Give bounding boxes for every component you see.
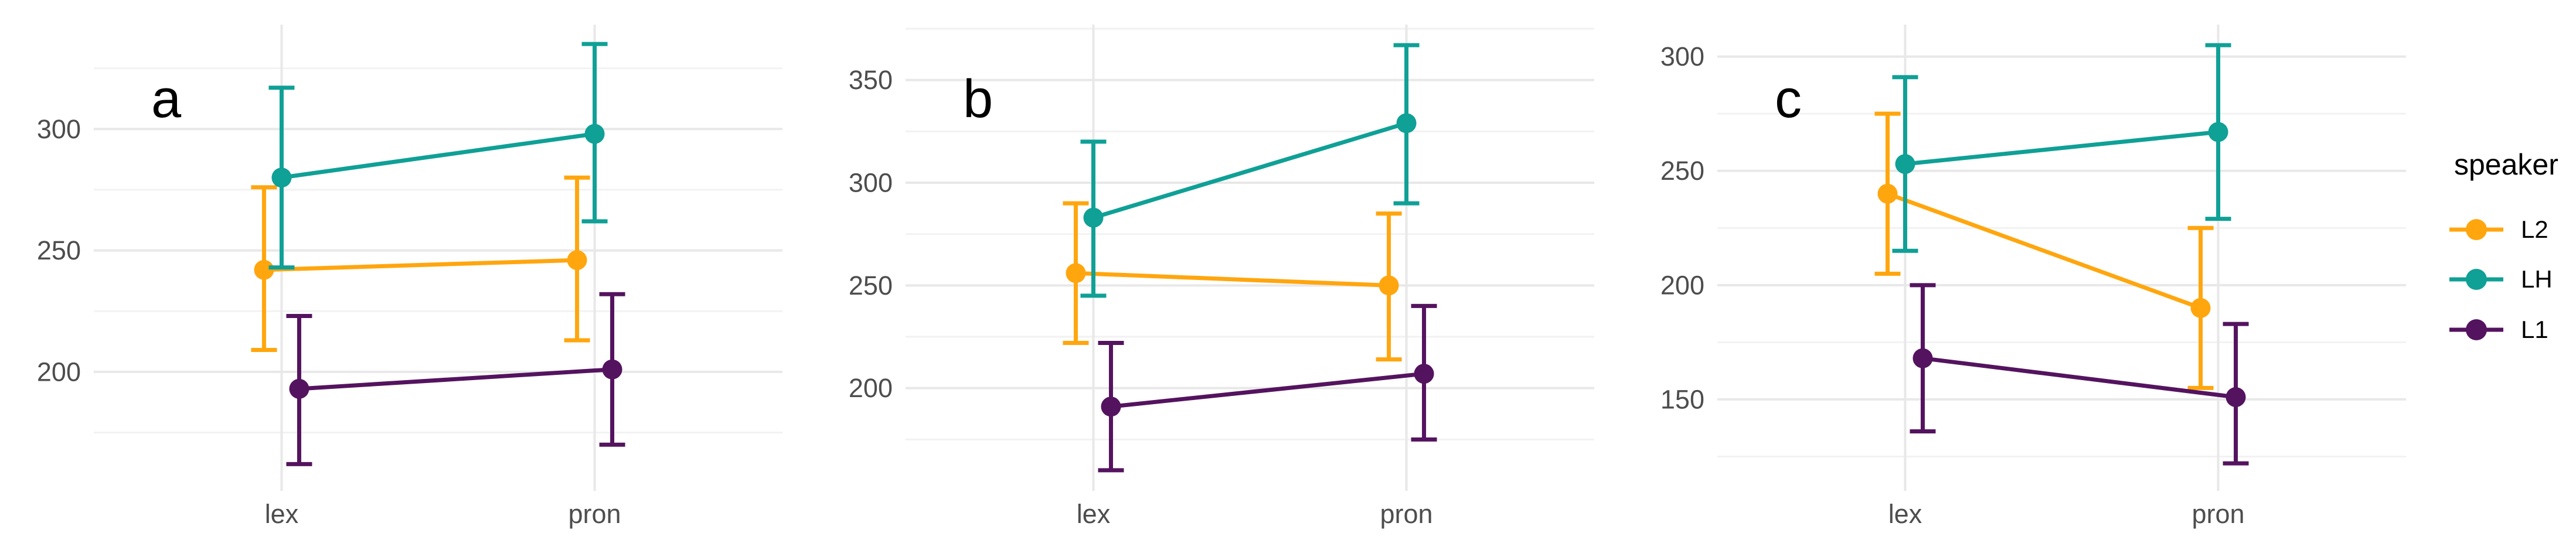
data-point (1895, 154, 1915, 175)
y-tick-label: 300 (37, 114, 81, 144)
chart-panel-a: 200 250 300 lex pron a (37, 25, 782, 529)
series-line (1922, 356, 2236, 399)
series-line (1076, 271, 1389, 288)
series-line (1905, 129, 2218, 166)
chart-panel-c: 150 200 250 300 lex pron c (1660, 25, 2406, 529)
panel-letter: a (151, 69, 182, 129)
data-point (2190, 298, 2211, 318)
data-point (567, 250, 587, 271)
x-category-label: pron (2192, 499, 2245, 529)
legend-key-point (2466, 219, 2487, 240)
legend-key-point (2466, 269, 2487, 290)
data-point (289, 378, 309, 399)
legend: speaker L2 LH L1 (2435, 0, 2576, 557)
data-point (271, 168, 292, 188)
legend-item-l1: L1 (2435, 313, 2548, 346)
y-tick-label: 300 (1660, 42, 1704, 71)
series-line (281, 132, 595, 180)
data-point (254, 259, 274, 280)
data-point (1379, 275, 1399, 296)
y-tick-label: 200 (37, 357, 81, 387)
y-tick-label: 250 (37, 235, 81, 265)
data-point (1913, 348, 1933, 368)
panel-letter: b (963, 69, 993, 129)
series-line (299, 367, 612, 391)
y-tick-label: 300 (849, 168, 893, 198)
data-point (2208, 122, 2228, 142)
data-point (584, 124, 605, 144)
y-tick-label: 150 (1660, 384, 1704, 414)
data-point (1877, 183, 1898, 204)
series-line (1093, 121, 1407, 220)
panel-letter: c (1775, 69, 1802, 129)
legend-item-l2: L2 (2435, 213, 2548, 246)
legend-key-point (2466, 319, 2487, 340)
x-category-label: lex (1077, 499, 1111, 529)
pointrange-key-icon (2449, 319, 2503, 340)
data-point (1396, 113, 1417, 134)
y-tick-label: 350 (849, 65, 893, 95)
legend-label: L2 (2521, 216, 2548, 243)
y-tick-label: 200 (1660, 270, 1704, 300)
pointrange-key-icon (2449, 269, 2503, 290)
data-point (2225, 387, 2246, 408)
x-category-label: lex (265, 499, 299, 529)
data-point (1414, 364, 1434, 384)
y-tick-label: 250 (1660, 156, 1704, 186)
data-point (1101, 397, 1121, 417)
legend-title: speaker (2454, 148, 2558, 181)
legend-item-lh: LH (2435, 263, 2553, 296)
data-point (602, 359, 622, 380)
y-tick-label: 250 (849, 271, 893, 300)
series-line (1887, 192, 2201, 310)
series-line (1111, 371, 1424, 409)
chart-panel-b: 200 250 300 350 lex pron b (849, 25, 1594, 529)
x-category-label: lex (1888, 499, 1922, 529)
pointrange-key-icon (2449, 219, 2503, 240)
data-point (1083, 207, 1104, 228)
data-point (1066, 263, 1086, 283)
x-category-label: pron (569, 499, 621, 529)
y-tick-label: 200 (849, 373, 893, 403)
series-line (264, 258, 577, 272)
legend-label: LH (2521, 265, 2553, 293)
legend-label: L1 (2521, 316, 2548, 343)
x-category-label: pron (1380, 499, 1433, 529)
